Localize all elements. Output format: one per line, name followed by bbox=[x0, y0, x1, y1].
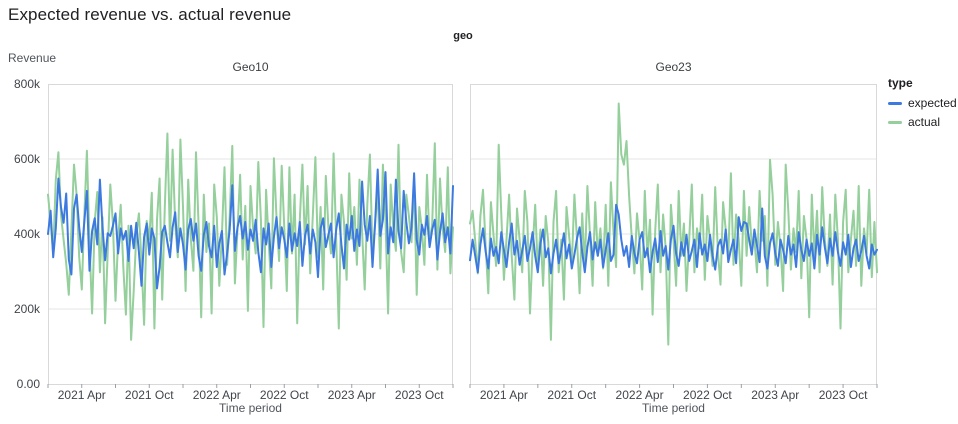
expected-line-swatch-icon bbox=[888, 101, 902, 105]
y-tick-label: 400k bbox=[13, 227, 40, 241]
x-tick-label: 2021 Oct bbox=[124, 388, 174, 402]
legend: type expected actual bbox=[888, 76, 958, 134]
x-tick-label: 2023 Oct bbox=[394, 388, 444, 402]
x-axis-title-right: Time period bbox=[642, 401, 705, 415]
y-tick-label: 600k bbox=[13, 152, 40, 166]
line-actual-geo23 bbox=[469, 102, 878, 346]
x-tick-label: 2023 Apr bbox=[751, 388, 800, 402]
facet-label: geo bbox=[453, 30, 473, 42]
x-tick-label: 2022 Apr bbox=[615, 388, 664, 402]
panel-geo23 bbox=[469, 84, 878, 388]
panel-title-geo23: Geo23 bbox=[655, 60, 692, 74]
x-tick-label: 2021 Oct bbox=[547, 388, 597, 402]
legend-item-expected[interactable]: expected bbox=[888, 96, 958, 110]
line-expected-geo23 bbox=[469, 203, 878, 275]
x-tick-label: 2021 Apr bbox=[57, 388, 106, 402]
line-expected-geo10 bbox=[47, 168, 454, 290]
legend-item-actual[interactable]: actual bbox=[888, 115, 958, 129]
legend-item-label: actual bbox=[908, 115, 941, 129]
x-tick-label: 2022 Oct bbox=[683, 388, 732, 402]
x-tick-label: 2022 Apr bbox=[192, 388, 241, 402]
x-tick-label: 2022 Oct bbox=[259, 388, 309, 402]
x-tick-label: 2023 Oct bbox=[818, 388, 868, 402]
legend-item-label: expected bbox=[908, 96, 957, 110]
x-tick-label: 2021 Apr bbox=[479, 388, 528, 402]
y-tick-label: 800k bbox=[13, 77, 40, 91]
page-title: Expected revenue vs. actual revenue bbox=[8, 5, 292, 24]
y-tick-label: 200k bbox=[13, 302, 40, 316]
panel-title-geo10: Geo10 bbox=[232, 60, 269, 74]
x-axis-title-left: Time period bbox=[219, 401, 282, 415]
y-tick-label: 0.00 bbox=[16, 377, 40, 391]
actual-line-swatch-icon bbox=[888, 120, 902, 124]
panel-geo10 bbox=[47, 84, 454, 388]
legend-title: type bbox=[888, 76, 913, 90]
line-actual-geo10 bbox=[47, 132, 454, 341]
x-tick-label: 2023 Apr bbox=[327, 388, 376, 402]
y-axis-title: Revenue bbox=[8, 51, 57, 65]
